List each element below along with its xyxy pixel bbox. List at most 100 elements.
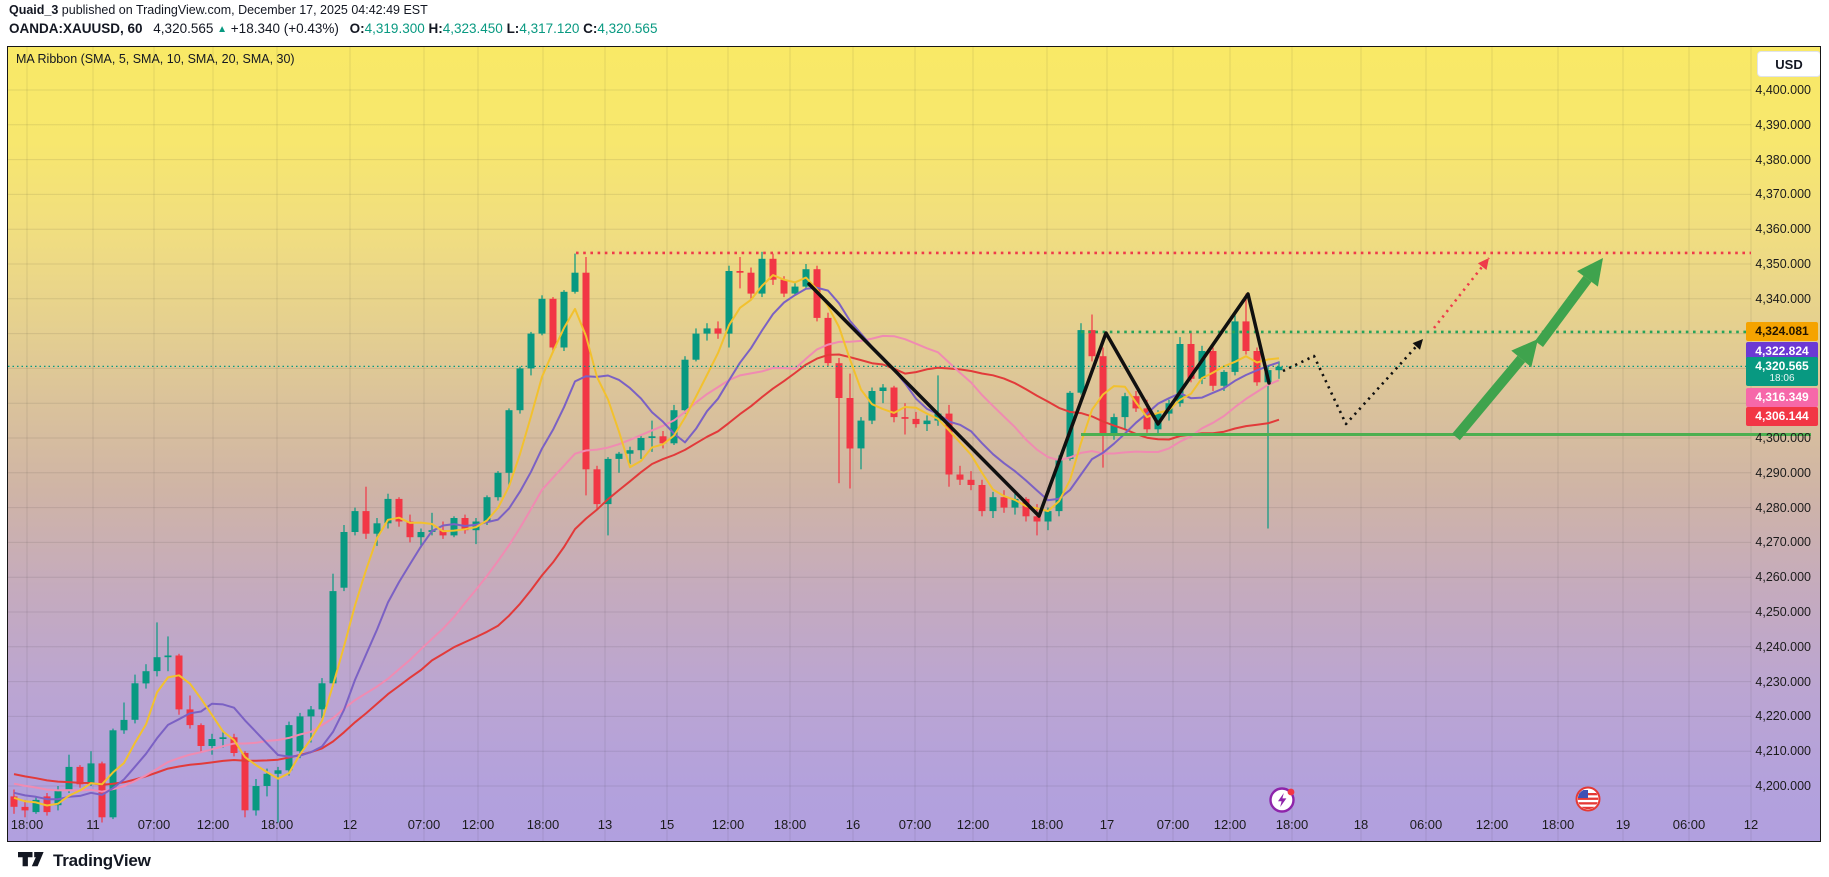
price-tick: 4,300.000 (1755, 431, 1811, 445)
time-tick: 12:00 (1475, 817, 1509, 832)
candle-body (1011, 498, 1019, 508)
candle-body (252, 786, 260, 811)
time-tick: 07:00 (137, 817, 171, 832)
bull-arrow-1 (1452, 355, 1526, 441)
price-tag-sma10: 4,322.824 (1746, 342, 1818, 361)
candle-body (1044, 511, 1052, 522)
price-tick: 4,350.000 (1755, 257, 1811, 271)
candle-body (87, 763, 95, 785)
candle-body (1088, 330, 1096, 357)
candle-body (934, 413, 942, 421)
bull-arrow-2-head (1577, 258, 1603, 287)
candle-body (1176, 344, 1184, 404)
candle-body (1066, 392, 1074, 459)
candle-body (65, 766, 73, 790)
us-flag-event-icon[interactable] (1573, 784, 1603, 814)
price-tick: 4,400.000 (1755, 83, 1811, 97)
open-value: 4,319.300 (364, 21, 425, 36)
ma-line-sma5 (13, 274, 1280, 807)
candle-body (483, 497, 491, 522)
price-tick: 4,240.000 (1755, 640, 1811, 654)
candle-body (230, 737, 238, 753)
candle-body (736, 271, 744, 273)
candle-body (923, 420, 931, 425)
chart-area[interactable]: MA Ribbon (SMA, 5, SMA, 10, SMA, 20, SMA… (7, 46, 1821, 842)
candle-body (241, 752, 249, 811)
candle-body (835, 363, 843, 398)
price-tick: 4,260.000 (1755, 570, 1811, 584)
candle-body (21, 806, 29, 811)
candle-body (593, 469, 601, 505)
candle-body (329, 591, 337, 684)
candle-body (54, 789, 62, 806)
candle-body (417, 532, 425, 538)
symbol-title: OANDA:XAUUSD, 60 (9, 21, 143, 36)
symbol-line: OANDA:XAUUSD, 60 4,320.565 ▲ +18.340 (+0… (9, 20, 1209, 39)
candle-body (142, 671, 150, 684)
price-tick: 4,280.000 (1755, 501, 1811, 515)
bull-arrow-1-head (1511, 339, 1538, 368)
candle-body (219, 737, 227, 739)
projection-arrow-red-dotted (1432, 257, 1491, 329)
projected-path-black-dotted-head (1412, 339, 1423, 350)
price-tick: 4,290.000 (1755, 466, 1811, 480)
candle-body (824, 317, 832, 364)
publish-info: published on TradingView.com, December 1… (58, 3, 428, 17)
publish-line: Quaid_3 published on TradingView.com, De… (9, 2, 1209, 19)
low-label: L: (506, 21, 520, 36)
tradingview-brand-link[interactable]: TradingView (18, 851, 151, 871)
candle-body (967, 479, 975, 485)
candle-body (351, 511, 359, 532)
time-tick: 18:00 (1030, 817, 1064, 832)
time-tick: 11 (86, 817, 100, 832)
last-price: 4,320.565 (153, 21, 214, 36)
candle-body (318, 683, 326, 710)
candle-body (1275, 366, 1283, 371)
candle-body (175, 655, 183, 710)
projected-path-black-dotted (1282, 338, 1424, 426)
candle-body (1231, 321, 1239, 372)
candle-body (131, 683, 139, 720)
price-tag-sma20: 4,316.349 (1746, 388, 1818, 407)
candle-body (560, 291, 568, 348)
chart-canvas[interactable] (8, 47, 1820, 841)
time-tick: 07:00 (1156, 817, 1190, 832)
candle-body (747, 272, 755, 294)
up-triangle-icon: ▲ (217, 24, 228, 35)
price-tick: 4,220.000 (1755, 709, 1811, 723)
candle-body (549, 298, 557, 348)
indicator-legend[interactable]: MA Ribbon (SMA, 5, SMA, 10, SMA, 20, SMA… (16, 52, 295, 66)
candle-body (604, 458, 612, 505)
candle-body (989, 497, 997, 512)
time-tick: 18:00 (526, 817, 560, 832)
price-tick: 4,360.000 (1755, 222, 1811, 236)
candle-body (615, 453, 623, 459)
currency-button[interactable]: USD (1757, 51, 1820, 77)
candle-body (945, 413, 953, 475)
tradingview-brand-text: TradingView (53, 851, 151, 870)
news-lightning-icon[interactable] (1267, 785, 1297, 815)
open-label: O: (349, 21, 365, 36)
candle-body (758, 258, 766, 294)
candle-body (43, 796, 51, 813)
candle-body (373, 523, 381, 534)
candle-body (274, 770, 282, 774)
time-tick: 06:00 (1672, 817, 1706, 832)
close-label: C: (583, 21, 598, 36)
time-tick: 12 (1743, 817, 1759, 832)
bull-arrow-2 (1534, 275, 1592, 347)
candle-body (571, 272, 579, 292)
time-tick: 12:00 (711, 817, 745, 832)
price-tick: 4,370.000 (1755, 187, 1811, 201)
price-change: +18.340 (+0.43%) (230, 21, 339, 36)
candle-body (857, 420, 865, 449)
time-tick: 15 (659, 817, 675, 832)
time-tick: 12:00 (1213, 817, 1247, 832)
time-tick: 06:00 (1409, 817, 1443, 832)
time-tick: 13 (597, 817, 613, 832)
candle-body (648, 436, 656, 438)
candle-body (725, 271, 733, 334)
candle-body (1055, 458, 1063, 512)
time-tick: 12:00 (461, 817, 495, 832)
